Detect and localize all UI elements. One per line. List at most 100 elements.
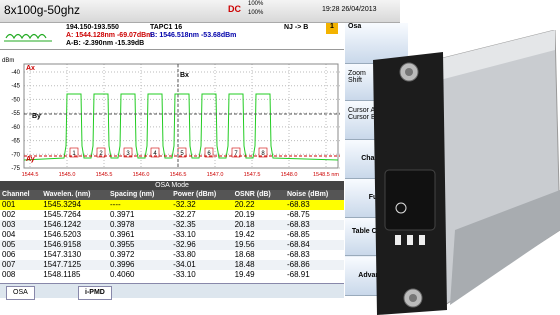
y-tick-label: -60 (11, 125, 20, 131)
cell: -32.96 (171, 240, 233, 250)
cell: 1546.5203 (41, 230, 108, 240)
cell: 0.3978 (108, 220, 171, 230)
cell: 19.49 (233, 270, 285, 280)
cell: -68.84 (285, 240, 344, 250)
marker: Ax (26, 65, 35, 72)
x-tick-label: 1545.5 (96, 172, 113, 178)
cell: 1547.3130 (41, 250, 108, 260)
table-title: OSA Mode (0, 181, 344, 190)
range: 194.150-193.550 (66, 24, 119, 31)
page: 8x100g-50ghz DC 100% 100% 19:28 26/04/20… (0, 0, 560, 315)
module-photo (365, 30, 560, 315)
cell: -68.83 (285, 250, 344, 260)
cell: 0.3996 (108, 260, 171, 270)
column-header: Power (dBm) (171, 190, 233, 200)
cell: 008 (0, 270, 41, 280)
cell: 1546.1242 (41, 220, 108, 230)
x-tick-label: 1544.5 (22, 172, 39, 178)
cell: 007 (0, 260, 41, 270)
x-tick-label: 1546.5 (170, 172, 187, 178)
marker: Bx (180, 72, 189, 79)
cell: 19.42 (233, 230, 285, 240)
battery: 100% (248, 1, 263, 7)
cell: 0.3955 (108, 240, 171, 250)
y-tick-label: -75 (11, 166, 20, 172)
cell: -33.10 (171, 270, 233, 280)
cell: -68.91 (285, 270, 344, 280)
cell: -34.01 (171, 260, 233, 270)
cell: -32.35 (171, 220, 233, 230)
y-tick-label: -50 (11, 97, 20, 103)
cell: -68.83 (285, 220, 344, 230)
tab-bar: OSA i-PMD (0, 283, 344, 298)
y-tick-label: -65 (11, 139, 20, 145)
column-header: Noise (dBm) (285, 190, 344, 200)
cell: 20.19 (233, 210, 285, 220)
trace-info: 194.150-193.550 TAPC1 16 A: 1544.128nm -… (0, 23, 344, 50)
cell: 1547.7125 (41, 260, 108, 270)
cell: -32.27 (171, 210, 233, 220)
trace-number[interactable]: 1 (326, 23, 338, 34)
column-header: OSNR (dB) (233, 190, 285, 200)
x-tick-label: 1545.0 (59, 172, 76, 178)
trace-icon (4, 29, 54, 43)
tab[interactable]: OSA (6, 286, 35, 300)
cell: 1545.7264 (41, 210, 108, 220)
x-tick-label: 1546.0 (133, 172, 150, 178)
delta: A-B: -2.390nm -15.39dB (66, 40, 144, 47)
x-tick-label: 1547.5 (244, 172, 261, 178)
cell: 006 (0, 250, 41, 260)
x-tick-label: 1547.0 (207, 172, 224, 178)
cell: -33.80 (171, 250, 233, 260)
cell: 1548.1185 (41, 270, 108, 280)
cursor-a: A: 1544.128nm -69.07dBm (66, 32, 152, 39)
cell: 18.68 (233, 250, 285, 260)
cell: 002 (0, 210, 41, 220)
cell: 20.18 (233, 220, 285, 230)
cell: -68.86 (285, 260, 344, 270)
cell: 004 (0, 230, 41, 240)
cell: 0.4060 (108, 270, 171, 280)
cell: 003 (0, 220, 41, 230)
unit: dBm (2, 58, 14, 64)
spectrum-plot: dBm -40 -45 -50 -55 -60 -65 -70 -751544.5 1545.0 1… (0, 50, 344, 180)
cell: 0.3972 (108, 250, 171, 260)
cell: 20.22 (233, 200, 285, 210)
label: Osa (348, 23, 361, 30)
cell: 005 (0, 240, 41, 250)
y-tick-label: -40 (11, 70, 20, 76)
cell: 18.48 (233, 260, 285, 270)
cursor-b: B: 1546.518nm -53.68dBm (150, 32, 236, 39)
header-row: ChannelWavelen. (nm)Spacing (nm)Power (d… (0, 190, 344, 200)
cell: -68.85 (285, 230, 344, 240)
logo: DC (228, 4, 241, 14)
y-tick-label: -70 (11, 152, 20, 158)
column-header: Spacing (nm) (108, 190, 171, 200)
cell: 0.3971 (108, 210, 171, 220)
marker: Ay (26, 156, 35, 163)
cell: 1545.3294 (41, 200, 108, 210)
marker: By (32, 113, 41, 120)
y-tick-label: -45 (11, 84, 20, 90)
cell: 001 (0, 200, 41, 210)
y-tick-label: -55 (11, 111, 20, 117)
cell: -68.83 (285, 200, 344, 210)
cell: 0.3961 (108, 230, 171, 240)
cell: 1546.9158 (41, 240, 108, 250)
mode: NJ -> B (284, 24, 308, 31)
x-tick-label: 1548.5 nm (313, 172, 339, 178)
cell: -32.32 (171, 200, 233, 210)
tab[interactable]: i-PMD (78, 286, 112, 300)
x-tick-label: 1548.0 (281, 172, 298, 178)
datetime: 19:28 26/04/2013 (322, 6, 377, 13)
top-bar: 8x100g-50ghz DC 100% 100% 19:28 26/04/20… (0, 0, 400, 23)
